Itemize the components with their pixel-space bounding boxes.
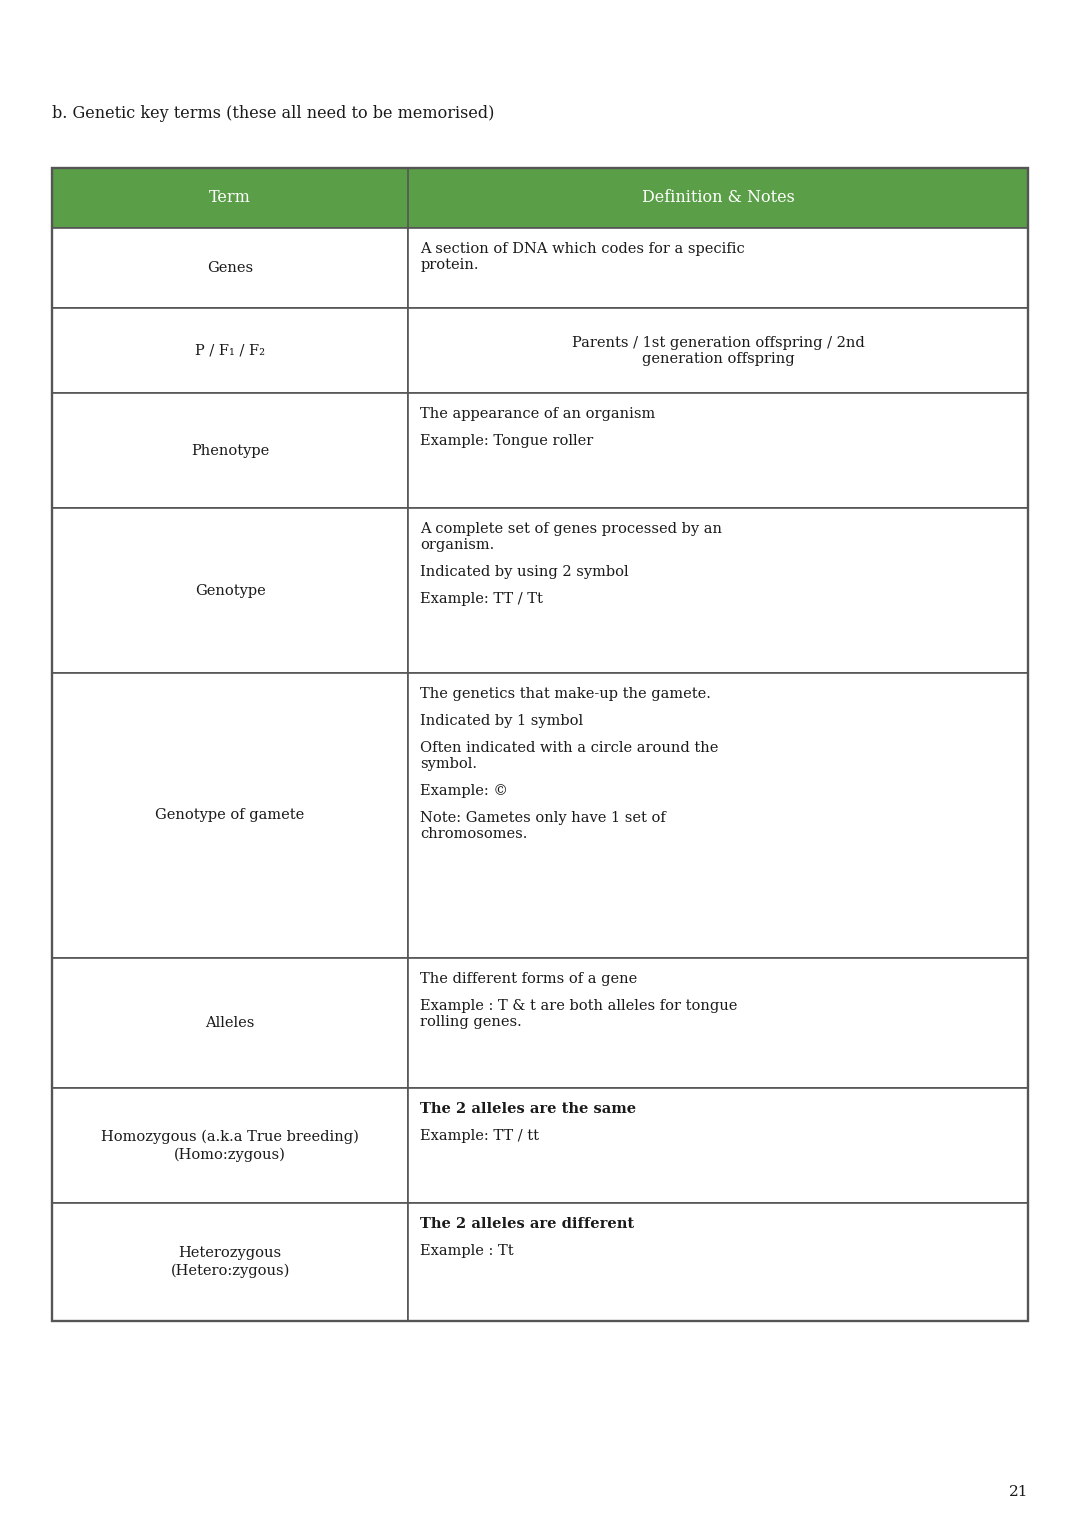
Text: Heterozygous: Heterozygous [178, 1246, 282, 1260]
Bar [52, 168, 1028, 1321]
Text: Genes: Genes [207, 261, 253, 274]
Bar [52, 1203, 408, 1321]
Bar [408, 308, 1028, 393]
Text: Note: Gametes only have 1 set of: Note: Gametes only have 1 set of [420, 811, 666, 825]
Bar [52, 168, 1028, 229]
Text: (Hetero:zygous): (Hetero:zygous) [171, 1264, 289, 1278]
Text: Homozygous (a.k.a True breeding): Homozygous (a.k.a True breeding) [102, 1130, 359, 1144]
Text: Example: TT / tt: Example: TT / tt [420, 1128, 539, 1144]
Text: Genotype: Genotype [194, 584, 266, 598]
Text: 21: 21 [1009, 1485, 1028, 1499]
Text: Example : Tt: Example : Tt [420, 1244, 514, 1258]
Text: (Homo:zygous): (Homo:zygous) [174, 1147, 286, 1162]
Text: Example: TT / Tt: Example: TT / Tt [420, 592, 543, 605]
Bar [52, 393, 408, 508]
Bar [52, 508, 408, 673]
Text: Term: Term [210, 189, 251, 206]
Bar [52, 673, 408, 958]
Bar [408, 393, 1028, 508]
Bar [408, 958, 1028, 1087]
Text: chromosomes.: chromosomes. [420, 827, 528, 840]
Bar [408, 1203, 1028, 1321]
Bar [408, 673, 1028, 958]
Text: Definition & Notes: Definition & Notes [642, 189, 795, 206]
Bar [52, 1087, 408, 1203]
Bar [52, 958, 408, 1087]
Text: The appearance of an organism: The appearance of an organism [420, 407, 656, 421]
Bar [52, 308, 408, 393]
Text: Example : T & t are both alleles for tongue: Example : T & t are both alleles for ton… [420, 999, 738, 1013]
Text: Phenotype: Phenotype [191, 444, 269, 458]
Text: P / F₁ / F₂: P / F₁ / F₂ [195, 343, 265, 357]
Text: organism.: organism. [420, 538, 495, 552]
Text: Indicated by using 2 symbol: Indicated by using 2 symbol [420, 564, 629, 580]
Text: protein.: protein. [420, 258, 478, 271]
Text: rolling genes.: rolling genes. [420, 1016, 522, 1029]
Text: Parents / 1st generation offspring / 2nd: Parents / 1st generation offspring / 2nd [571, 336, 864, 349]
Text: Indicated by 1 symbol: Indicated by 1 symbol [420, 714, 583, 727]
Text: The different forms of a gene: The different forms of a gene [420, 971, 637, 987]
Text: symbol.: symbol. [420, 756, 477, 772]
Text: The 2 alleles are the same: The 2 alleles are the same [420, 1103, 636, 1116]
Text: Alleles: Alleles [205, 1016, 255, 1029]
Text: A complete set of genes processed by an: A complete set of genes processed by an [420, 522, 723, 535]
Text: Example: ©: Example: © [420, 784, 509, 798]
Bar [408, 1087, 1028, 1203]
Text: The genetics that make-up the gamete.: The genetics that make-up the gamete. [420, 686, 711, 702]
Text: The 2 alleles are different: The 2 alleles are different [420, 1217, 634, 1231]
Text: Genotype of gamete: Genotype of gamete [156, 808, 305, 822]
Text: Often indicated with a circle around the: Often indicated with a circle around the [420, 741, 718, 755]
Text: A section of DNA which codes for a specific: A section of DNA which codes for a speci… [420, 242, 745, 256]
Bar [52, 229, 408, 308]
Text: b. Genetic key terms (these all need to be memorised): b. Genetic key terms (these all need to … [52, 105, 495, 122]
Bar [408, 508, 1028, 673]
Text: Example: Tongue roller: Example: Tongue roller [420, 435, 594, 448]
Bar [408, 229, 1028, 308]
Text: generation offspring: generation offspring [642, 351, 795, 366]
